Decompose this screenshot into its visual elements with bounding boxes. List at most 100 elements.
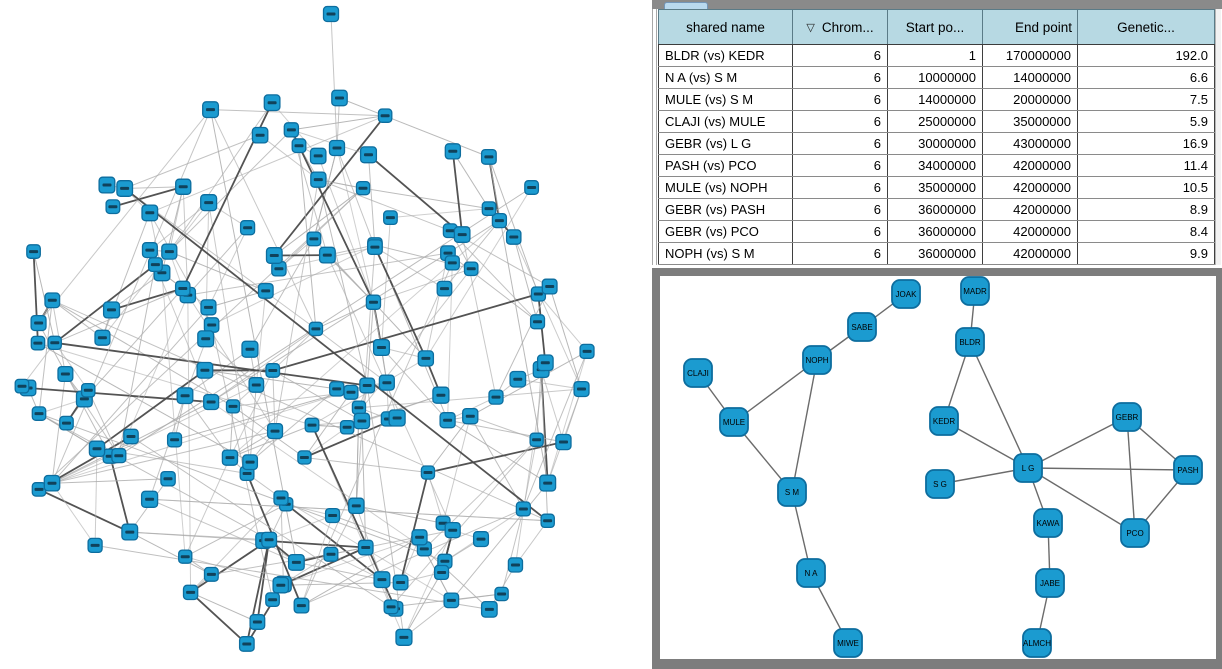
network-node[interactable]	[242, 454, 259, 471]
network-node[interactable]	[202, 101, 220, 119]
network-node-s-g[interactable]: S G	[925, 469, 955, 499]
network-node[interactable]	[310, 171, 327, 188]
main-network-canvas[interactable]	[0, 0, 652, 669]
network-node-pco[interactable]: PCO	[1120, 518, 1150, 548]
network-node[interactable]	[324, 507, 341, 524]
network-node[interactable]	[395, 628, 413, 646]
network-node[interactable]	[221, 449, 239, 466]
network-node[interactable]	[200, 299, 217, 316]
network-node-n-a[interactable]: N A	[796, 558, 826, 588]
network-node[interactable]	[383, 599, 399, 615]
network-node[interactable]	[536, 354, 554, 372]
network-node[interactable]	[297, 450, 312, 465]
sort-filter-icon[interactable]: ▽	[806, 21, 815, 34]
network-node[interactable]	[524, 180, 540, 195]
network-node[interactable]	[323, 546, 339, 562]
network-node[interactable]	[147, 257, 163, 273]
network-edge[interactable]	[1126, 416, 1136, 534]
network-node[interactable]	[494, 586, 509, 602]
column-header-shared-name[interactable]: shared name	[658, 9, 793, 45]
network-node[interactable]	[329, 381, 345, 397]
network-node[interactable]	[272, 576, 290, 594]
network-node[interactable]	[443, 592, 460, 609]
splitter-handle[interactable]	[652, 9, 657, 265]
network-node[interactable]	[265, 592, 280, 608]
network-node[interactable]	[249, 614, 266, 630]
column-header-genetic[interactable]: Genetic...	[1077, 9, 1215, 45]
network-view-main[interactable]	[0, 0, 652, 669]
network-node-bldr[interactable]: BLDR	[955, 327, 985, 357]
network-node[interactable]	[261, 531, 278, 548]
network-node[interactable]	[238, 636, 255, 652]
table-row[interactable]: MULE (vs) NOPH 6 35000000 42000000 10.5	[658, 176, 1215, 199]
network-node[interactable]	[102, 301, 121, 319]
network-node[interactable]	[140, 490, 159, 508]
network-node[interactable]	[462, 407, 479, 425]
network-node[interactable]	[291, 138, 307, 154]
sub-network-canvas[interactable]: JOAK SABE NOPH CLAJI MULE S M N A MIWE MADR BLDR K…	[660, 276, 1216, 659]
network-node[interactable]	[26, 244, 41, 259]
network-node-mule[interactable]: MULE	[719, 407, 749, 437]
column-header-start-po[interactable]: Start po...	[887, 9, 983, 45]
network-node[interactable]	[111, 448, 127, 464]
network-node[interactable]	[357, 539, 374, 556]
network-node[interactable]	[372, 338, 391, 357]
network-node[interactable]	[331, 89, 348, 107]
network-node[interactable]	[306, 231, 322, 247]
network-node[interactable]	[505, 229, 522, 245]
network-node[interactable]	[359, 377, 376, 394]
network-node[interactable]	[174, 280, 191, 297]
network-node[interactable]	[225, 399, 241, 414]
network-view-secondary[interactable]: JOAK SABE NOPH CLAJI MULE S M N A MIWE MADR BLDR K…	[652, 268, 1222, 669]
network-node-s-m[interactable]: S M	[777, 477, 807, 507]
table-row[interactable]: GEBR (vs) L G 6 30000000 43000000 16.9	[658, 132, 1215, 155]
table-row[interactable]: CLAJI (vs) MULE 6 25000000 35000000 5.9	[658, 110, 1215, 133]
network-node-claji[interactable]: CLAJI	[683, 358, 713, 388]
network-node[interactable]	[251, 126, 269, 144]
network-node[interactable]	[241, 340, 259, 358]
network-node[interactable]	[271, 261, 287, 277]
network-node[interactable]	[417, 350, 435, 367]
network-node[interactable]	[355, 180, 371, 196]
network-node-kawa[interactable]: KAWA	[1033, 508, 1063, 538]
network-node[interactable]	[432, 386, 450, 404]
network-node[interactable]	[43, 474, 61, 492]
network-node[interactable]	[377, 108, 393, 123]
network-node[interactable]	[30, 335, 46, 351]
network-node[interactable]	[318, 246, 336, 264]
network-node[interactable]	[239, 220, 256, 236]
network-node[interactable]	[203, 317, 220, 333]
network-node[interactable]	[94, 329, 111, 346]
network-node[interactable]	[87, 537, 103, 554]
network-node[interactable]	[123, 428, 139, 445]
network-node-l-g[interactable]: L G	[1013, 453, 1043, 483]
network-node[interactable]	[540, 513, 555, 529]
network-node[interactable]	[573, 380, 590, 398]
network-node-miwe[interactable]: MIWE	[833, 628, 863, 658]
network-node[interactable]	[343, 384, 359, 400]
table-row[interactable]: NOPH (vs) S M 6 36000000 42000000 9.9	[658, 242, 1215, 265]
network-node[interactable]	[328, 139, 346, 157]
network-node[interactable]	[203, 566, 219, 582]
column-header-end-point[interactable]: End point	[982, 9, 1078, 45]
table-row[interactable]: GEBR (vs) PASH 6 36000000 42000000 8.9	[658, 198, 1215, 221]
network-node[interactable]	[293, 597, 310, 614]
network-node-gebr[interactable]: GEBR	[1112, 402, 1142, 432]
network-edge[interactable]	[791, 359, 818, 493]
network-node[interactable]	[57, 365, 74, 383]
network-node[interactable]	[309, 147, 327, 165]
network-node-pash[interactable]: PASH	[1173, 455, 1203, 485]
network-node[interactable]	[453, 226, 471, 243]
network-node[interactable]	[200, 194, 218, 212]
network-node[interactable]	[463, 261, 479, 277]
network-node[interactable]	[176, 387, 194, 405]
network-node-noph[interactable]: NOPH	[802, 345, 832, 375]
network-node[interactable]	[182, 584, 199, 601]
network-node[interactable]	[88, 440, 106, 458]
network-node[interactable]	[339, 419, 355, 435]
network-node[interactable]	[488, 389, 504, 405]
network-node[interactable]	[178, 549, 193, 564]
network-node[interactable]	[80, 382, 96, 398]
table-row[interactable]: PASH (vs) PCO 6 34000000 42000000 11.4	[658, 154, 1215, 177]
network-node[interactable]	[481, 201, 497, 217]
